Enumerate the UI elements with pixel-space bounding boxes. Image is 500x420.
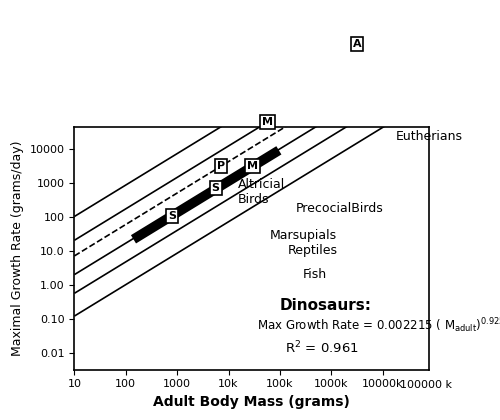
Text: Dinosaurs:: Dinosaurs: <box>280 297 372 312</box>
Text: A: A <box>352 39 362 49</box>
Text: Marsupials: Marsupials <box>270 229 337 242</box>
Text: Altricial
Birds: Altricial Birds <box>238 178 285 206</box>
Text: P: P <box>217 161 225 171</box>
Text: S: S <box>168 211 176 221</box>
Text: Reptiles: Reptiles <box>288 244 338 257</box>
Text: 100000 k: 100000 k <box>400 381 452 391</box>
Text: M: M <box>262 117 272 127</box>
Text: M: M <box>247 160 258 171</box>
Text: Eutherians: Eutherians <box>396 130 462 143</box>
X-axis label: Adult Body Mass (grams): Adult Body Mass (grams) <box>153 395 350 409</box>
Text: R$^{2}$ = 0.961: R$^{2}$ = 0.961 <box>285 339 359 356</box>
Text: S: S <box>212 183 220 193</box>
Text: PrecocialBirds: PrecocialBirds <box>296 202 383 215</box>
Text: Fish: Fish <box>303 268 327 281</box>
Y-axis label: Maximal Growth Rate (grams/day): Maximal Growth Rate (grams/day) <box>11 140 24 356</box>
Text: Max Growth Rate = 0.002215 ( M$_{\rm adult}$$)^{0.925}$: Max Growth Rate = 0.002215 ( M$_{\rm adu… <box>257 316 500 335</box>
